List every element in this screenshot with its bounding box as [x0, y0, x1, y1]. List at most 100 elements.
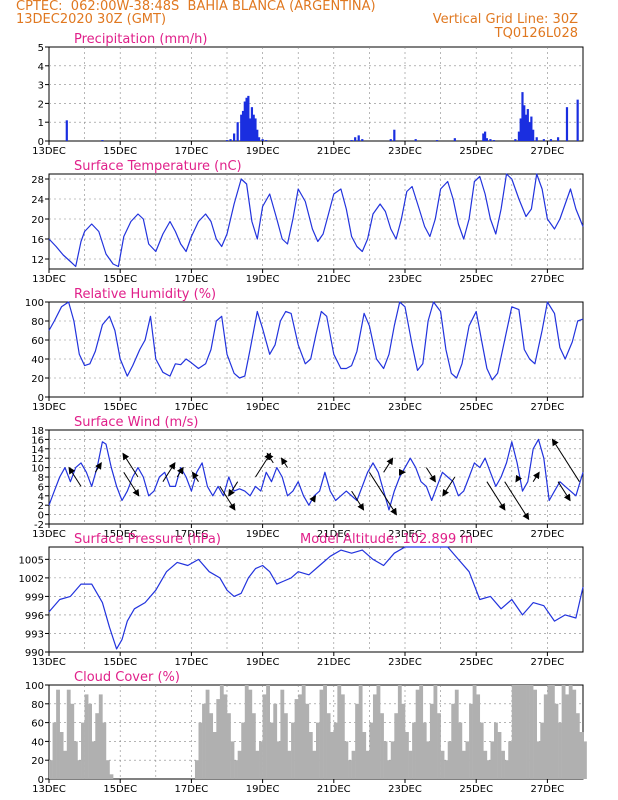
- cloud-bar: [326, 713, 331, 779]
- precip-ytick-label: 1: [38, 118, 44, 129]
- cloud-bar: [365, 750, 370, 779]
- cloud-bar: [344, 741, 349, 779]
- wind-ytick-label: 0: [38, 511, 44, 522]
- temp-xtick-label: 27DEC: [531, 274, 565, 285]
- wind-ytick-label: 8: [38, 473, 44, 484]
- cloud-bar: [479, 722, 484, 779]
- rh-xtick-label: 13DEC: [32, 402, 66, 413]
- rh-xtick-label: 19DEC: [246, 402, 280, 413]
- precip-bar: [453, 138, 456, 141]
- wind-arrow: [368, 472, 397, 516]
- cloud-ytick-label: 60: [31, 719, 44, 730]
- cloud-bar: [518, 685, 523, 779]
- wind-title: Surface Wind (m/s): [74, 415, 198, 430]
- temp-xtick-label: 23DEC: [388, 274, 422, 285]
- wind-arrow: [515, 474, 523, 483]
- cloud-bar: [70, 703, 75, 779]
- precip-bar: [414, 139, 417, 141]
- precip-bar: [535, 137, 538, 141]
- cloud-bar: [355, 703, 359, 779]
- precip-bar: [389, 139, 392, 141]
- cloud-bar: [77, 760, 82, 779]
- cloud-bar: [408, 750, 413, 779]
- cloud-bar: [351, 750, 356, 779]
- cloud-bar: [476, 694, 481, 779]
- cloud-bar: [415, 689, 420, 779]
- cloud-bar: [437, 713, 441, 779]
- pressure-series-line: [48, 546, 584, 650]
- cloud-bar: [529, 685, 534, 779]
- cloud-bar: [319, 689, 324, 779]
- cloud-bar: [568, 685, 573, 779]
- temp-xtick-label: 15DEC: [103, 274, 137, 285]
- precip-ytick-label: 4: [38, 62, 44, 73]
- temp-xtick-label: 21DEC: [317, 274, 351, 285]
- precip-bar: [361, 139, 364, 141]
- cloud-bar: [73, 741, 78, 779]
- rh-xtick-label: 21DEC: [317, 402, 351, 413]
- cloud-xtick-label: 27DEC: [531, 784, 565, 795]
- cloud-xtick-label: 23DEC: [388, 784, 422, 795]
- cloud-bar: [283, 713, 288, 779]
- cloud-bar: [376, 685, 381, 779]
- precip-bar: [247, 95, 250, 141]
- wind-series-line: [48, 438, 584, 511]
- wind-arrow: [176, 466, 184, 478]
- pressure-xtick-label: 27DEC: [531, 657, 565, 668]
- cloud-bar: [255, 750, 260, 779]
- wind-xtick-label: 21DEC: [317, 529, 351, 540]
- cloud-bar: [583, 741, 587, 779]
- precip-ytick-label: 3: [38, 81, 44, 92]
- cloud-bar: [533, 689, 537, 779]
- cloud-bar: [49, 760, 53, 779]
- model-code: TQ0126L028: [494, 26, 578, 41]
- cloud-bar: [504, 760, 509, 779]
- precip-xtick-label: 25DEC: [459, 146, 493, 157]
- cloud-bar: [358, 685, 363, 779]
- precip-bar: [526, 109, 529, 141]
- precip-bar: [519, 118, 522, 141]
- cloud-bar: [397, 685, 402, 779]
- cloud-bar: [316, 722, 320, 779]
- precip-bar: [556, 137, 560, 141]
- cloud-bar: [237, 750, 242, 779]
- cloud-bar: [95, 713, 100, 779]
- pressure-ytick-label: 999: [25, 592, 44, 603]
- rh-ytick-label: 60: [31, 336, 44, 347]
- precip-bar: [532, 129, 535, 141]
- cloud-bar: [81, 722, 85, 779]
- precip-bar: [524, 114, 528, 141]
- wind-arrow: [425, 467, 436, 483]
- temp-title: Surface Temperature (nC): [74, 159, 242, 174]
- precip-ytick-label: 5: [38, 43, 44, 54]
- precip-bar: [521, 92, 524, 141]
- cloud-bar: [294, 699, 299, 779]
- cloud-bar: [508, 741, 513, 779]
- precip-bar: [528, 122, 531, 141]
- cloud-bar: [109, 774, 114, 779]
- pressure-ytick-label: 993: [25, 629, 44, 640]
- cloud-bar: [486, 760, 491, 779]
- pressure-ytick-label: 996: [25, 611, 44, 622]
- cloud-bar: [390, 741, 395, 779]
- temp-ytick-label: 28: [31, 175, 44, 186]
- cloud-ytick-label: 80: [31, 700, 44, 711]
- pressure-xtick-label: 13DEC: [32, 657, 66, 668]
- precip-bar: [484, 131, 487, 141]
- cloud-bar: [380, 713, 384, 779]
- wind-arrow: [191, 471, 199, 482]
- rh-xtick-label: 17DEC: [175, 402, 209, 413]
- cloud-ytick-label: 20: [31, 756, 44, 767]
- cloud-bar: [494, 722, 498, 779]
- temp-xtick-label: 17DEC: [175, 274, 209, 285]
- wind-arrow: [228, 481, 239, 497]
- wind-arrow: [255, 452, 272, 478]
- wind-ytick-label: 14: [31, 445, 44, 456]
- cloud-bar: [547, 685, 552, 779]
- cloud-bar: [269, 722, 274, 779]
- pressure-xtick-label: 15DEC: [103, 657, 137, 668]
- cloud-bar: [515, 685, 520, 779]
- cloud-bar: [501, 750, 505, 779]
- precip-bar: [530, 116, 533, 141]
- wind-arrow: [442, 476, 456, 497]
